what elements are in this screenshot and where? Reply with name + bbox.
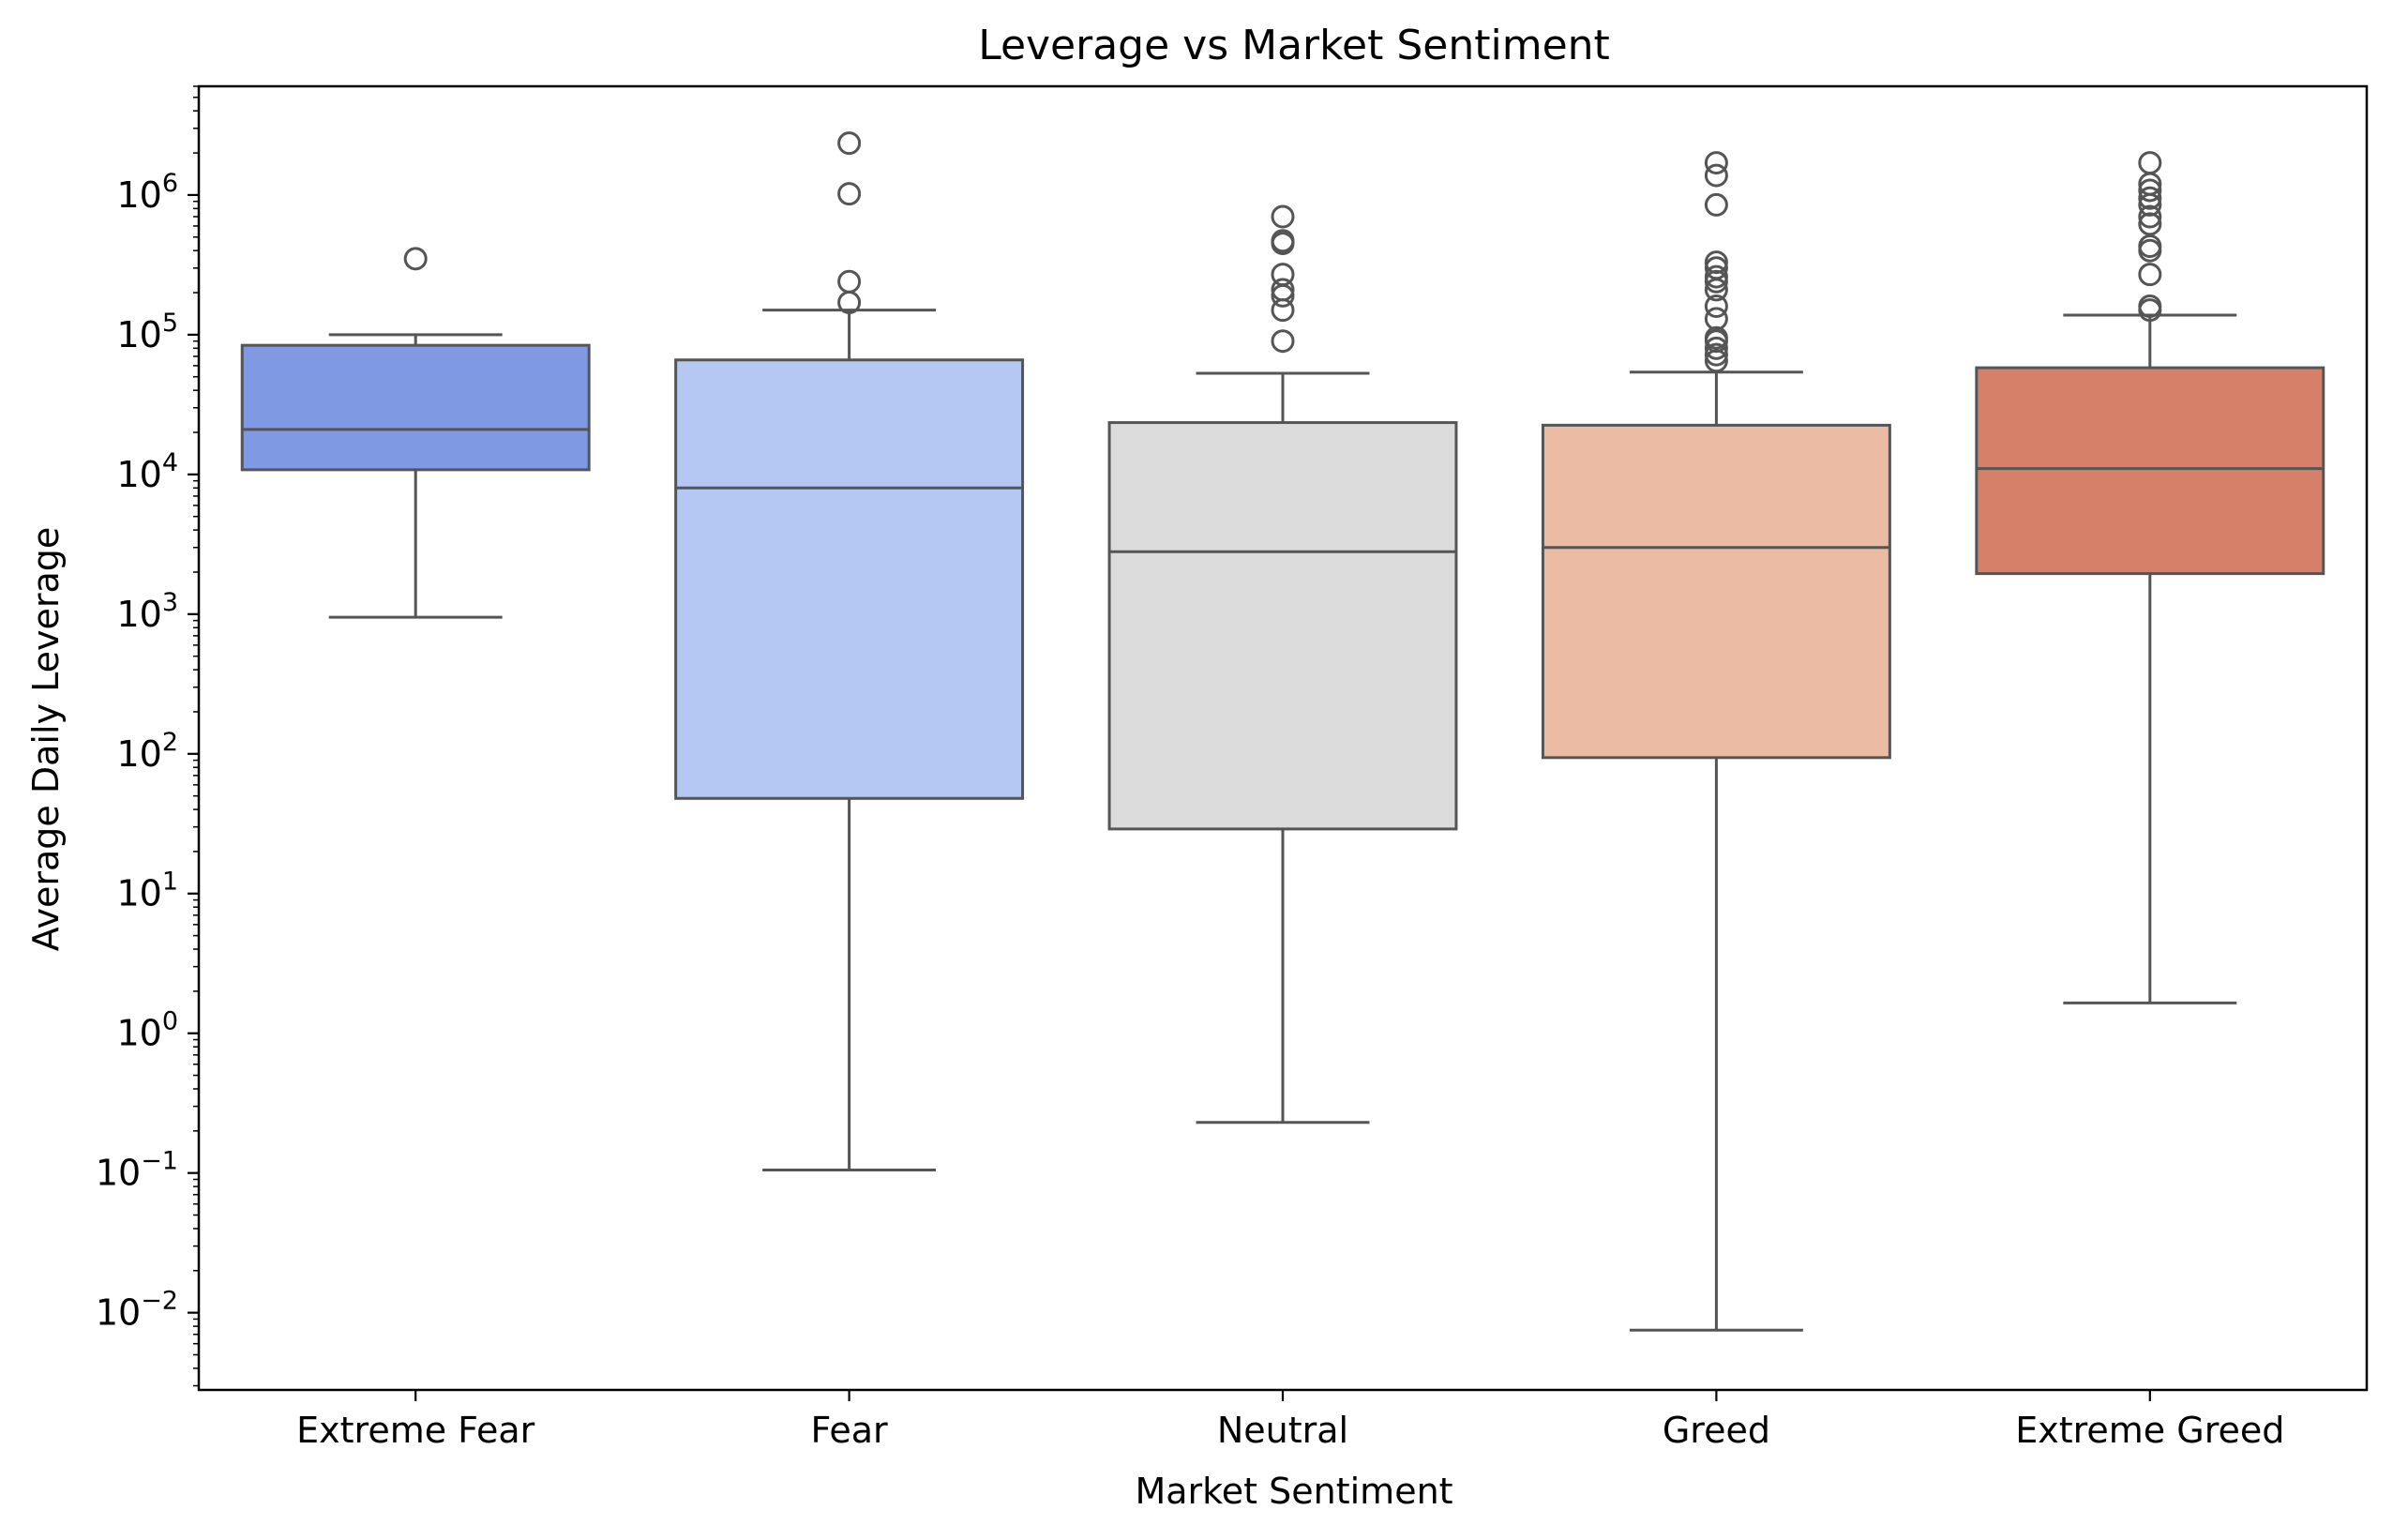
outlier-point [2138, 204, 2162, 229]
outlier-point [1271, 329, 1295, 354]
outlier-point [1271, 204, 1295, 229]
x-tick-label: Neutral [1217, 1410, 1348, 1451]
outlier-point [1271, 263, 1295, 287]
y-tick-label: 100 [116, 1007, 178, 1054]
outlier-point [1704, 163, 1728, 188]
outlier-point [1704, 336, 1728, 360]
outlier-point [403, 247, 428, 271]
outlier-point [1704, 264, 1728, 289]
y-tick-label: 101 [116, 868, 178, 914]
outlier-point [2138, 234, 2162, 259]
plot-frame [197, 84, 2369, 1392]
y-tick-label: 10−1 [96, 1147, 178, 1194]
outlier-point [1704, 151, 1728, 175]
outlier-point [1704, 294, 1728, 318]
y-tick-label: 103 [116, 588, 178, 635]
outlier-point [2138, 178, 2162, 203]
y-tick-label: 106 [116, 169, 178, 216]
outlier-point [837, 131, 862, 156]
outlier-point [1271, 278, 1295, 302]
x-tick-label: Fear [811, 1410, 888, 1451]
outlier-point [2138, 212, 2162, 236]
outlier-point [1704, 256, 1728, 280]
box-iqr [240, 343, 591, 472]
outlier-point [1704, 307, 1728, 331]
outlier-point [2138, 151, 2162, 175]
box-iqr [674, 358, 1025, 800]
plot-area: 10−2 10−1 100 101 102 103 104 105 106 Extreme Fea… [96, 85, 2325, 1451]
outlier-point [2138, 294, 2162, 318]
y-tick-label: 104 [116, 448, 178, 495]
outlier-point [2138, 263, 2162, 287]
outlier-point [2138, 186, 2162, 210]
x-tick-label: Greed [1663, 1410, 1770, 1451]
y-tick-label: 105 [116, 309, 178, 355]
chart-title: Leverage vs Market Sentiment [978, 22, 1610, 69]
y-axis-label: Average Daily Leverage [25, 527, 67, 952]
y-tick-label: 102 [116, 728, 178, 775]
outlier-point [837, 269, 862, 294]
outlier-point [1704, 192, 1728, 217]
outlier-point [1704, 250, 1728, 275]
outlier-point [837, 182, 862, 206]
box-iqr [1975, 366, 2325, 576]
box-iqr [1541, 423, 1891, 760]
x-tick-label: Extreme Fear [296, 1410, 534, 1451]
x-tick-label: Extreme Greed [2015, 1410, 2284, 1451]
outlier-point [1704, 325, 1728, 350]
x-axis-label: Market Sentiment [1135, 1471, 1452, 1512]
box-iqr [1107, 421, 1458, 831]
y-tick-label: 10−2 [96, 1287, 178, 1334]
outlier-point [1271, 229, 1295, 253]
outlier-point [1704, 342, 1728, 367]
